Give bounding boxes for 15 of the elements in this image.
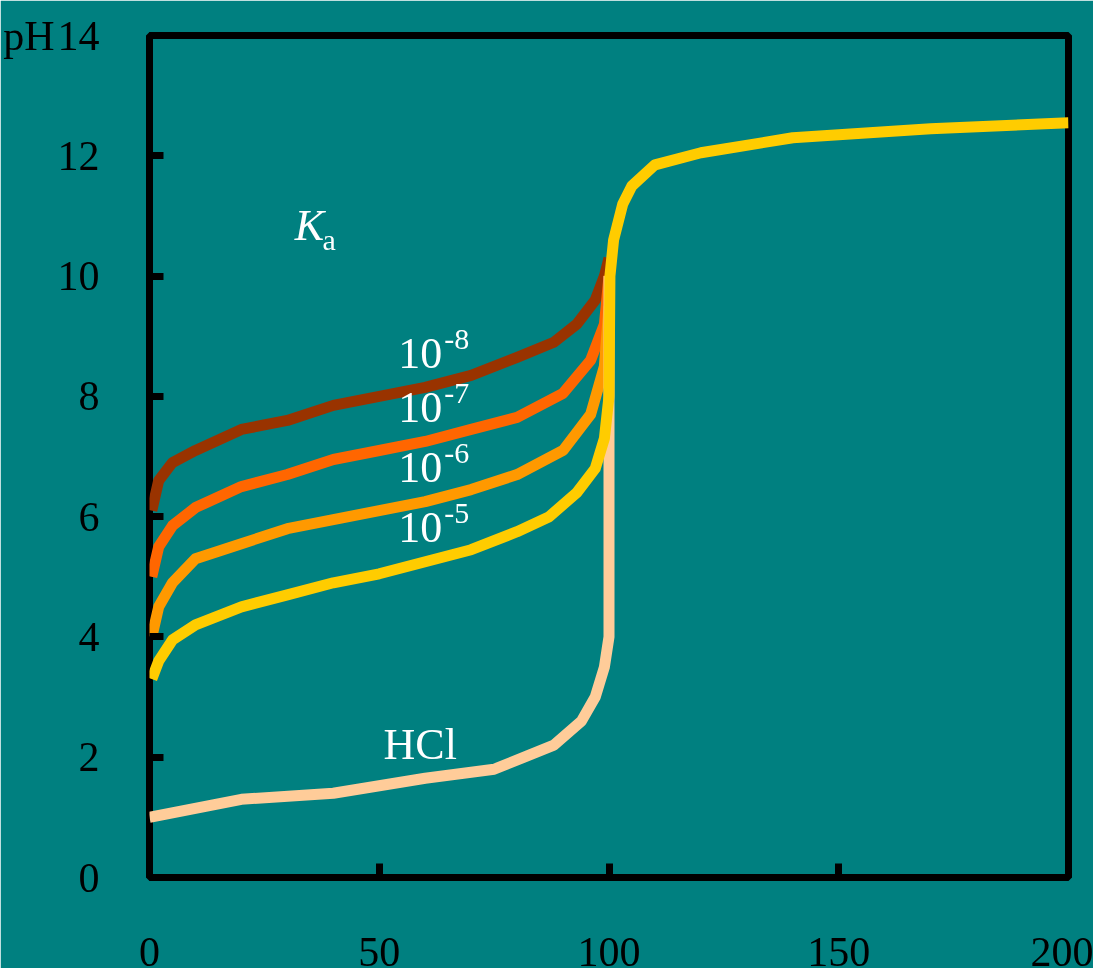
x-tick-label: 0 [139, 928, 160, 968]
y-tick-label: 6 [78, 493, 100, 540]
x-tick-label: 150 [807, 928, 871, 968]
x-tick-label: 200 [1030, 928, 1093, 968]
x-tick-label: 50 [358, 928, 401, 968]
y-tick-label: 10 [57, 253, 100, 300]
y-tick-label: 2 [78, 734, 100, 781]
series-label: HCl [383, 719, 457, 769]
y-axis-title: pH [3, 12, 55, 59]
y-tick-label: 14 [57, 12, 100, 59]
y-tick-label: 8 [78, 373, 100, 420]
x-tick-label: 100 [577, 928, 641, 968]
y-tick-label: 0 [78, 854, 100, 901]
y-tick-label: 12 [57, 132, 100, 179]
y-tick-label: 4 [78, 613, 100, 660]
